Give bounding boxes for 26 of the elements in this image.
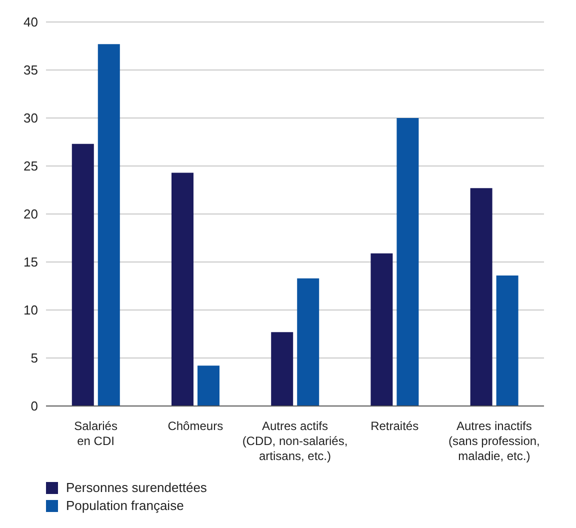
y-tick-label: 30 (24, 110, 38, 126)
bar (271, 332, 294, 406)
legend-label: Personnes surendettées (66, 480, 207, 495)
legend-label: Population française (66, 498, 184, 513)
y-tick-label: 40 (24, 14, 38, 30)
bar (297, 278, 320, 406)
x-tick-label: Salariés en CDI (74, 419, 118, 448)
bar (370, 253, 393, 406)
x-tick-label: Autres actifs (CDD, non-salariés, artisans, etc.) (242, 419, 348, 463)
bar (171, 172, 194, 406)
y-tick-label: 5 (30, 350, 38, 366)
y-tick-label: 20 (24, 206, 38, 222)
y-tick-label: 35 (24, 62, 38, 78)
x-tick-label: Retraités (370, 419, 419, 433)
bar (470, 188, 492, 406)
y-tick-label: 15 (24, 254, 38, 270)
bar (197, 366, 220, 406)
bar (98, 44, 120, 406)
y-tick-label: 10 (24, 302, 38, 318)
bar (72, 144, 94, 406)
x-tick-label: Autres inactifs (sans profession, maladie, etc.) (448, 419, 540, 463)
y-tick-label: 0 (30, 398, 38, 414)
y-tick-label: 25 (24, 158, 38, 174)
bar (496, 275, 518, 406)
bar (396, 118, 419, 406)
x-tick-label: Chômeurs (168, 419, 224, 433)
